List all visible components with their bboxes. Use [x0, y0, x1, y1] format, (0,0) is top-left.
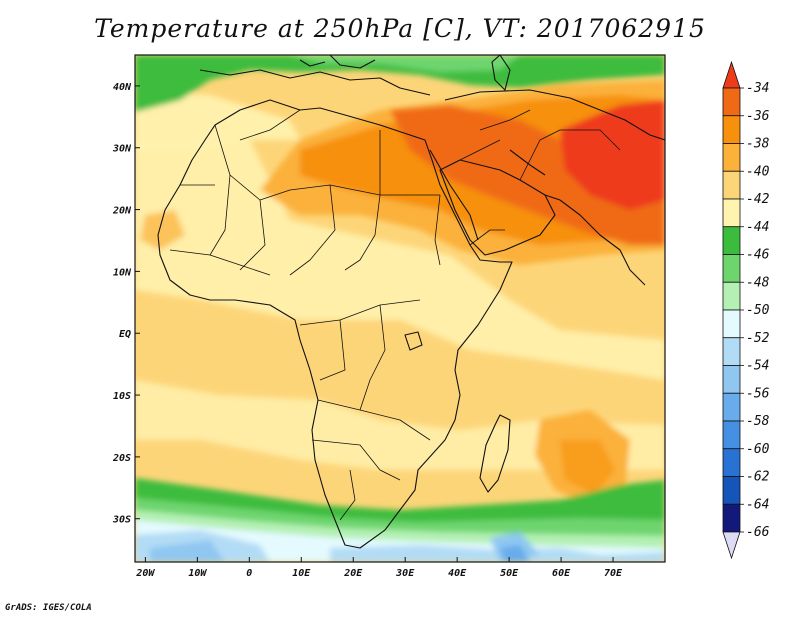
colorbar-swatch: [722, 448, 741, 477]
colorbar-label: -62: [746, 470, 770, 485]
lon-tick-label: 10E: [292, 568, 311, 579]
temperature-field: [135, 55, 665, 562]
colorbar-swatch: [722, 365, 741, 394]
coastlines: [157, 55, 665, 549]
colorbar-label: -48: [746, 275, 770, 290]
colorbar-label: -64: [746, 497, 769, 512]
colorbar-swatch: [722, 170, 741, 200]
colorbar-label: -54: [746, 359, 769, 374]
latitude-ticks: 40N 30N 20N 10N EQ 10S 20S 30S: [112, 82, 140, 526]
lon-tick-label: 60E: [552, 568, 571, 579]
colorbar-swatch: [722, 198, 741, 228]
lat-tick-label: 20N: [112, 206, 132, 217]
colorbar-top-arrow: [722, 60, 741, 89]
colorbar-swatch: [722, 476, 741, 505]
map-title: Temperature at 250hPa [C], VT: 201706291…: [94, 14, 706, 43]
lon-tick-label: 30E: [395, 568, 415, 579]
lon-tick-label: 0: [246, 568, 252, 579]
colorbar-label: -58: [746, 414, 770, 429]
colorbar-swatch: [722, 115, 741, 144]
colorbar-label: -40: [746, 164, 770, 179]
longitude-ticks: 20W 10W 0 10E 20E 30E 40E 50E 60E 70E: [135, 557, 623, 579]
lat-tick-label: 20S: [112, 453, 131, 464]
colorbar-label: -56: [746, 386, 770, 401]
colorbar-label: -46: [746, 248, 770, 263]
lon-tick-label: 20W: [135, 568, 155, 579]
colorbar-swatch: [722, 309, 741, 339]
colorbar-label: -60: [746, 442, 770, 457]
lat-tick-label: EQ: [119, 329, 131, 340]
colorbar-label: -50: [746, 303, 770, 318]
colorbar-label: -42: [746, 192, 770, 207]
colorbar-label: -52: [746, 331, 770, 346]
grads-credit: GrADS: IGES/COLA: [5, 603, 92, 613]
colorbar: -34 -36 -38 -40 -42 -44 -46 -48 -50 -52 -54 -56 -58 -…: [722, 60, 770, 560]
lat-tick-label: 30N: [112, 144, 132, 155]
colorbar-label: -66: [746, 525, 770, 540]
colorbar-label: -44: [746, 220, 769, 235]
colorbar-bottom-arrow: [722, 531, 741, 560]
colorbar-label: -34: [746, 81, 769, 96]
plot-frame: [134, 54, 666, 563]
colorbar-label: -38: [746, 137, 770, 152]
colorbar-swatch: [722, 337, 741, 366]
colorbar-swatch: [722, 87, 741, 117]
colorbar-swatch: [722, 226, 741, 255]
colorbar-label: -36: [746, 109, 770, 124]
colorbar-swatch: [722, 503, 741, 533]
lat-tick-label: 10S: [113, 391, 131, 402]
lon-tick-label: 20E: [343, 568, 363, 579]
lat-tick-label: 30S: [112, 515, 131, 526]
lon-tick-label: 70E: [604, 568, 623, 579]
lat-tick-label: 10N: [113, 267, 132, 278]
colorbar-swatch: [722, 392, 741, 422]
colorbar-swatch: [722, 420, 741, 450]
lon-tick-label: 40E: [448, 568, 467, 579]
colorbar-swatch: [722, 254, 741, 283]
lon-tick-label: 10W: [188, 568, 207, 579]
lon-tick-label: 50E: [500, 568, 519, 579]
lat-tick-label: 40N: [113, 82, 132, 93]
colorbar-swatch: [722, 281, 741, 311]
colorbar-swatch: [722, 143, 741, 172]
